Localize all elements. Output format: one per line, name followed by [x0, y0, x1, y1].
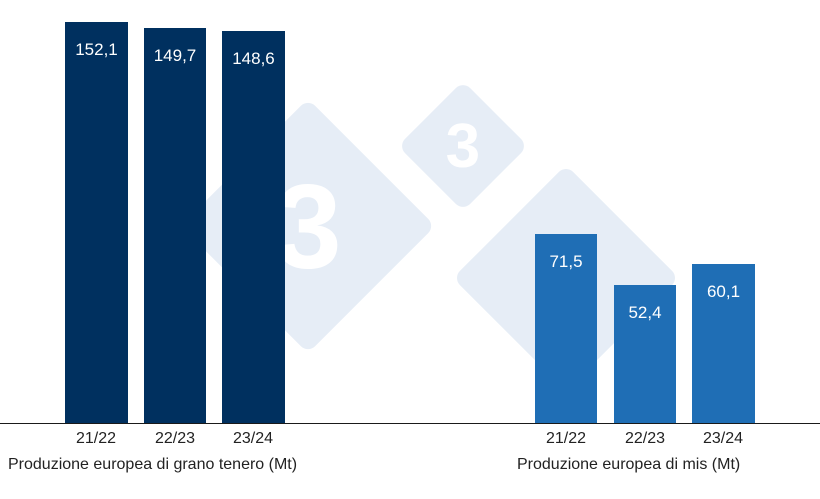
- x-tick-label: 23/24: [702, 430, 744, 447]
- bar-mais-21-22: 71,5: [535, 234, 597, 423]
- bar-grano-23-24: 148,6: [222, 31, 285, 423]
- x-tick-label: 22/23: [154, 430, 196, 447]
- watermark-glyph: 3: [445, 111, 481, 181]
- bar-grano-21-22: 152,1: [65, 22, 128, 423]
- group-label-grano: Produzione europea di grano tenero (Mt): [8, 456, 298, 473]
- bar-grano-22-23: 149,7: [144, 28, 206, 423]
- bar-mais-22-23: 52,4: [614, 285, 676, 423]
- group-label-mais: Produzione europea di mis (Mt): [517, 456, 741, 473]
- bar-value-label: 71,5: [549, 252, 583, 271]
- watermark-logo-large: 3: [180, 98, 436, 354]
- bar-value-label: 149,7: [153, 46, 197, 65]
- bar-value-label: 52,4: [628, 303, 662, 322]
- x-tick-label: 21/22: [545, 430, 587, 447]
- bar-value-label: 148,6: [232, 49, 275, 68]
- x-tick-label: 23/24: [232, 430, 274, 447]
- bar-mais-23-24: 60,1: [692, 264, 755, 423]
- bar-value-label: 60,1: [706, 282, 741, 301]
- x-tick-label: 22/23: [624, 430, 666, 447]
- watermark-logo-small: 3: [397, 80, 529, 212]
- x-tick-label: 21/22: [75, 430, 117, 447]
- bar-value-label: 152,1: [75, 40, 118, 59]
- x-axis-line: [0, 423, 820, 424]
